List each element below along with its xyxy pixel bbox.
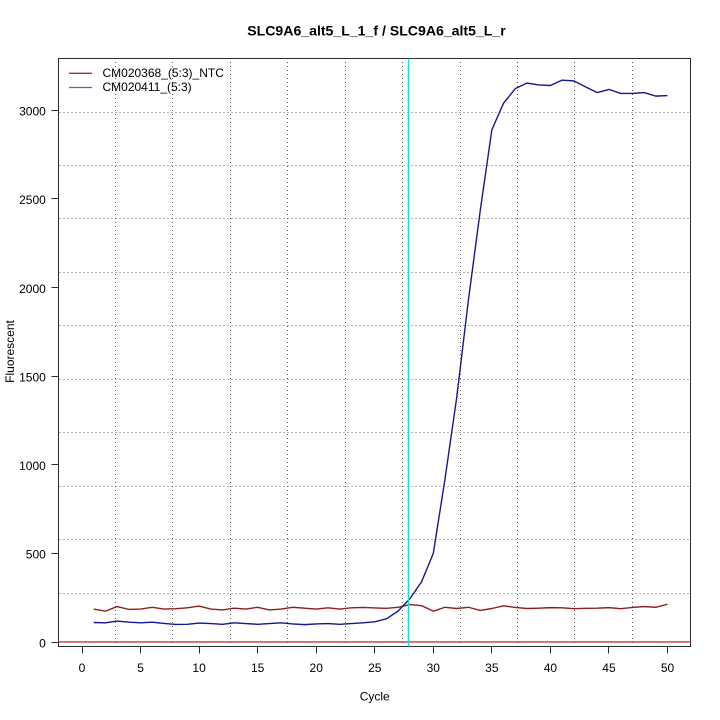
svg-text:CM020411_(5:3): CM020411_(5:3) <box>103 80 192 94</box>
svg-text:0: 0 <box>79 661 86 675</box>
svg-text:1500: 1500 <box>19 370 46 384</box>
svg-text:20: 20 <box>310 661 324 675</box>
svg-text:2000: 2000 <box>19 282 46 296</box>
svg-text:CM020368_(5:3)_NTC: CM020368_(5:3)_NTC <box>103 66 225 80</box>
svg-text:500: 500 <box>26 548 46 562</box>
svg-text:1000: 1000 <box>19 459 46 473</box>
svg-text:3000: 3000 <box>19 105 46 119</box>
svg-text:5: 5 <box>137 661 144 675</box>
svg-text:30: 30 <box>427 661 441 675</box>
svg-text:Cycle: Cycle <box>360 690 390 704</box>
svg-text:45: 45 <box>602 661 616 675</box>
svg-text:25: 25 <box>368 661 382 675</box>
svg-text:40: 40 <box>544 661 558 675</box>
svg-text:2500: 2500 <box>19 193 46 207</box>
svg-text:SLC9A6_alt5_L_1_f / SLC9A6_alt: SLC9A6_alt5_L_1_f / SLC9A6_alt5_L_r <box>247 23 506 39</box>
svg-text:15: 15 <box>251 661 265 675</box>
svg-text:Fluorescent: Fluorescent <box>3 319 17 382</box>
svg-text:10: 10 <box>192 661 206 675</box>
svg-text:0: 0 <box>39 636 46 650</box>
svg-text:50: 50 <box>661 661 675 675</box>
svg-text:35: 35 <box>485 661 499 675</box>
